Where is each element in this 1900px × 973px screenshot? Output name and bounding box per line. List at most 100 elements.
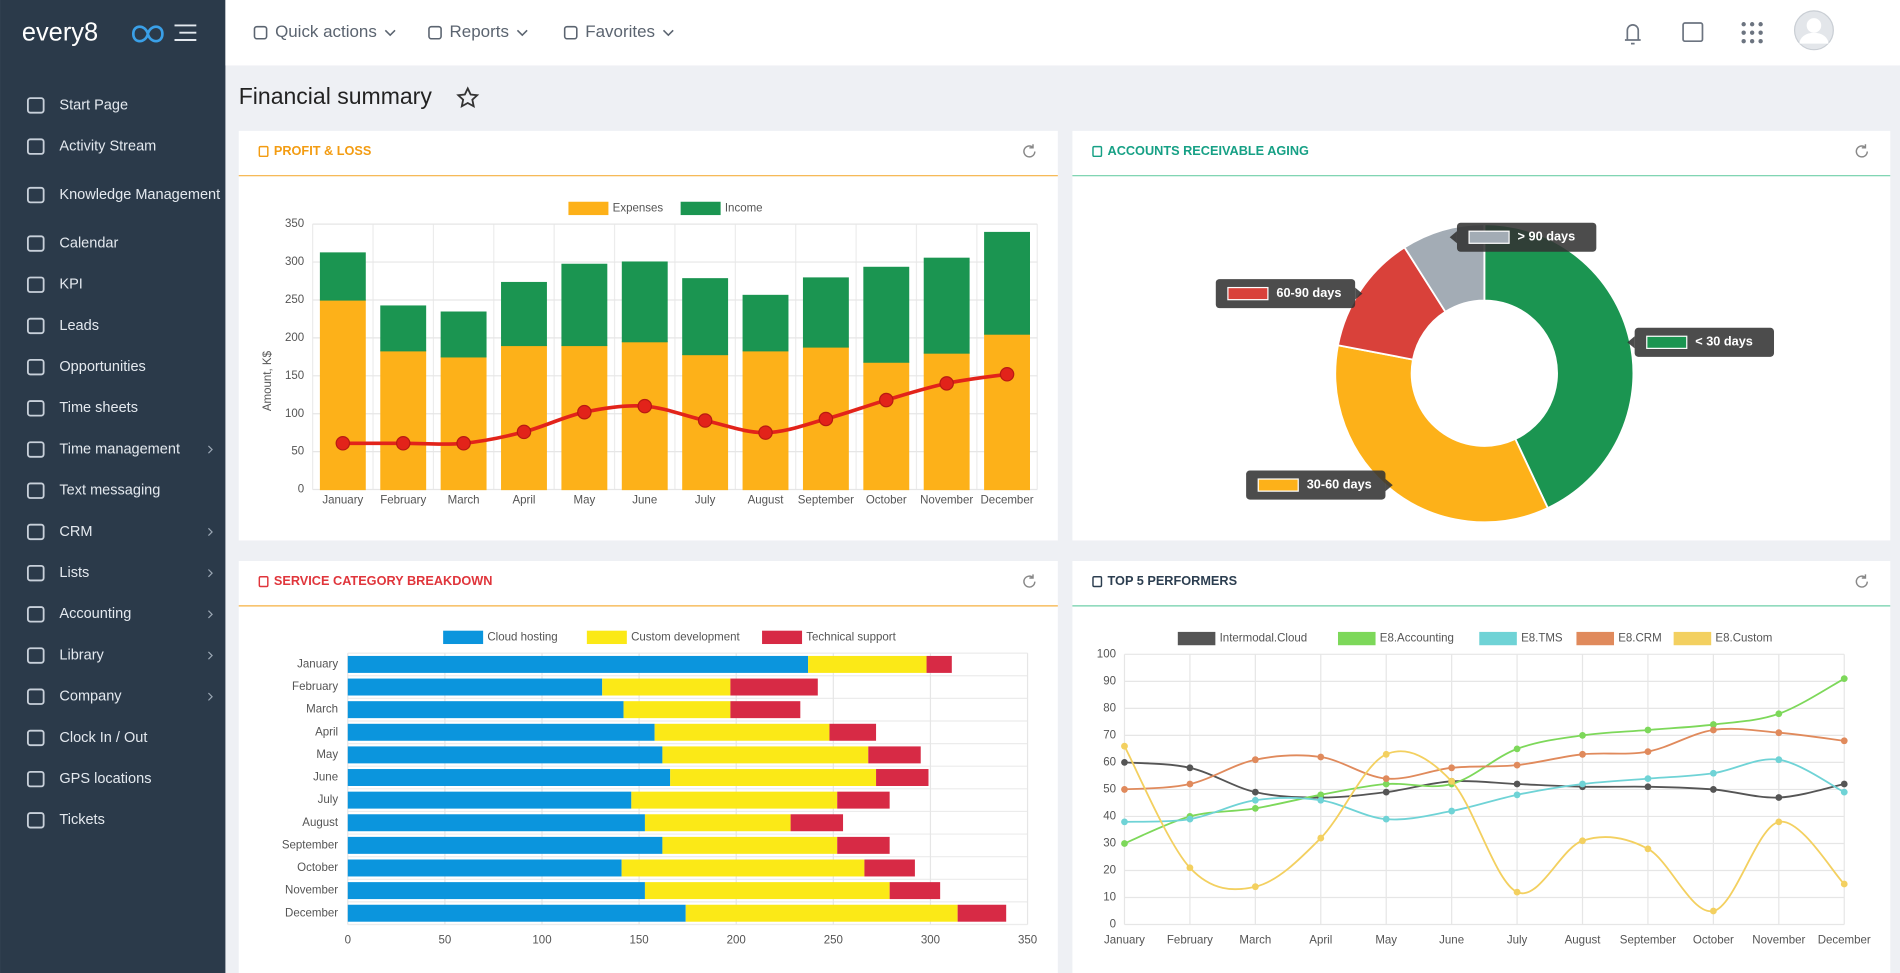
- panel-icon: [1092, 145, 1103, 158]
- bar-segment: [347, 701, 624, 719]
- topbar-menu[interactable]: Favorites: [585, 22, 655, 41]
- calendar-icon[interactable]: [1682, 22, 1704, 43]
- y-tick-label: September: [282, 839, 338, 851]
- legend-label: Cloud hosting: [487, 631, 557, 643]
- bar-segment: [730, 701, 801, 719]
- bar-segment: [347, 836, 663, 854]
- bar-segment: [863, 361, 910, 491]
- series-point: [1775, 756, 1783, 764]
- legend-label: Income: [725, 202, 763, 214]
- series-line: [1124, 761, 1845, 799]
- submenu-chevron: [208, 692, 213, 701]
- x-tick-label: January: [322, 494, 363, 506]
- menu-icon: [26, 564, 45, 582]
- menu-icon: [26, 441, 45, 458]
- x-tick-label: 150: [630, 934, 649, 946]
- bar-segment: [347, 678, 603, 696]
- submenu-chevron: [208, 610, 213, 619]
- menu-item[interactable]: Text messaging: [59, 483, 160, 499]
- tooltip-label: 30-60 days: [1307, 476, 1372, 491]
- series-point: [1186, 780, 1194, 788]
- refresh-button[interactable]: [1855, 574, 1868, 588]
- series-point: [1121, 786, 1128, 793]
- series-point: [1513, 745, 1521, 753]
- topbar-icon: [253, 25, 268, 40]
- favorite-star[interactable]: [456, 86, 480, 109]
- y-tick-label: February: [292, 681, 338, 693]
- submenu-chevron: [208, 445, 213, 454]
- menu-item[interactable]: Calendar: [59, 235, 118, 251]
- bar-segment: [644, 814, 791, 832]
- topbar-menu[interactable]: Reports: [450, 22, 509, 41]
- bar-segment: [621, 261, 668, 343]
- series-point: [1121, 759, 1128, 766]
- topbar-menu[interactable]: Quick actions: [275, 22, 377, 41]
- legend-label: E8.TMS: [1521, 633, 1563, 645]
- menu-item[interactable]: Accounting: [59, 606, 131, 622]
- notifications[interactable]: [1624, 24, 1641, 45]
- series-point: [1382, 780, 1390, 788]
- menu-item[interactable]: Start Page: [59, 97, 128, 113]
- avatar-head: [1806, 18, 1822, 33]
- bar-segment: [621, 859, 865, 877]
- refresh-button[interactable]: [1855, 144, 1868, 158]
- tooltip-swatch: [1646, 335, 1688, 349]
- menu-item[interactable]: Lists: [59, 565, 89, 581]
- menu-item[interactable]: Company: [59, 689, 122, 705]
- menu-item[interactable]: KPI: [59, 277, 82, 293]
- bar-segment: [829, 723, 877, 741]
- x-tick-label: February: [1167, 934, 1213, 946]
- submenu-chevron: [208, 527, 213, 537]
- logo[interactable]: every8: [22, 19, 98, 47]
- menu-item[interactable]: GPS locations: [59, 771, 151, 787]
- menu-icon: [26, 97, 45, 114]
- refresh-button[interactable]: [1023, 574, 1036, 588]
- menu-toggle[interactable]: [174, 24, 197, 41]
- x-tick-label: August: [748, 494, 785, 506]
- series-point: [1186, 864, 1194, 872]
- y-tick-label: 10: [1103, 892, 1116, 904]
- series-point: [1251, 756, 1259, 764]
- menu-item[interactable]: Activity Stream: [59, 138, 156, 154]
- trend-point: [395, 436, 411, 451]
- y-tick-label: 100: [285, 408, 304, 420]
- menu-item[interactable]: Opportunities: [59, 359, 145, 375]
- trend-point: [516, 424, 532, 440]
- menu-icon: [26, 358, 45, 376]
- menu-item[interactable]: Tickets: [59, 812, 104, 828]
- y-tick-label: January: [297, 658, 338, 670]
- series-point: [1644, 783, 1652, 791]
- bar-segment: [670, 769, 877, 786]
- bar-segment: [347, 769, 671, 786]
- bar-segment: [347, 814, 645, 832]
- series-point: [1709, 726, 1717, 734]
- menu-icon: [26, 317, 45, 335]
- menu-item[interactable]: Leads: [59, 318, 99, 334]
- topbar-icon: [428, 25, 442, 40]
- menu-item[interactable]: Time management: [59, 441, 180, 457]
- series-point: [1448, 807, 1456, 815]
- series-point: [1251, 796, 1259, 804]
- series-point: [1840, 675, 1848, 683]
- legend-swatch: [1337, 631, 1376, 646]
- series-point: [1775, 710, 1783, 718]
- refresh-button[interactable]: [1023, 144, 1036, 158]
- menu-item[interactable]: Knowledge Management: [59, 187, 220, 203]
- menu-item[interactable]: Time sheets: [59, 400, 138, 416]
- submenu-chevron: [208, 651, 213, 660]
- y-tick-label: 250: [285, 294, 304, 306]
- x-tick-label: August: [1565, 934, 1602, 946]
- series-point: [1513, 791, 1521, 799]
- bar-segment: [685, 904, 958, 922]
- menu-item[interactable]: CRM: [59, 524, 92, 540]
- series-point: [1579, 750, 1586, 758]
- x-tick-label: March: [1239, 934, 1271, 946]
- y-tick-label: 100: [1097, 648, 1116, 660]
- series-point: [1186, 764, 1194, 772]
- menu-item[interactable]: Clock In / Out: [59, 730, 147, 746]
- doughnut-segment: [1483, 223, 1635, 510]
- menu-icon: [26, 606, 45, 623]
- apps-icon[interactable]: [1741, 22, 1763, 44]
- menu-item[interactable]: Library: [59, 647, 104, 663]
- series-point: [1775, 794, 1783, 801]
